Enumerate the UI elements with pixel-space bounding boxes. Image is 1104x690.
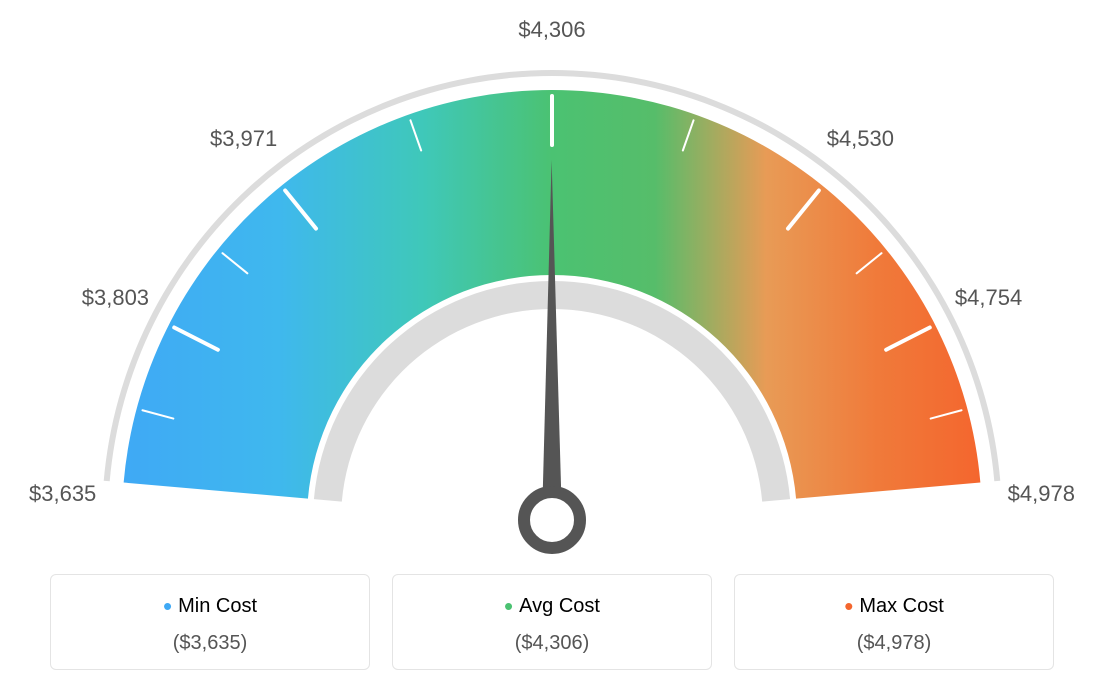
legend-title-avg: • Avg Cost: [403, 591, 701, 622]
dot-icon: •: [844, 591, 853, 621]
dot-icon: •: [163, 591, 172, 621]
legend-value-min: ($3,635): [61, 632, 359, 655]
legend-card-min: • Min Cost ($3,635): [50, 574, 370, 670]
legend-label: Avg Cost: [519, 595, 600, 617]
tick-label: $4,306: [518, 17, 585, 43]
legend-card-avg: • Avg Cost ($4,306): [392, 574, 712, 670]
legend-title-max: • Max Cost: [745, 591, 1043, 622]
tick-label: $4,530: [827, 126, 894, 152]
legend-row: • Min Cost ($3,635) • Avg Cost ($4,306) • M…: [0, 574, 1104, 670]
legend-card-max: • Max Cost ($4,978): [734, 574, 1054, 670]
legend-value-avg: ($4,306): [403, 632, 701, 655]
tick-label: $3,635: [29, 481, 96, 507]
legend-label: Min Cost: [178, 595, 257, 617]
gauge-svg: [52, 30, 1052, 590]
tick-label: $3,971: [210, 126, 277, 152]
legend-value-max: ($4,978): [745, 632, 1043, 655]
tick-label: $4,978: [1008, 481, 1075, 507]
legend-label: Max Cost: [859, 595, 943, 617]
tick-label: $3,803: [82, 285, 149, 311]
gauge-area: $3,635$3,803$3,971$4,306$4,530$4,754$4,9…: [52, 30, 1052, 570]
dot-icon: •: [504, 591, 513, 621]
legend-title-min: • Min Cost: [61, 591, 359, 622]
cost-gauge-chart: $3,635 $3,803 $3,971 $4,306 $4,530 $4,754 $4,9…: [0, 0, 1104, 690]
tick-label: $4,754: [955, 285, 1022, 311]
